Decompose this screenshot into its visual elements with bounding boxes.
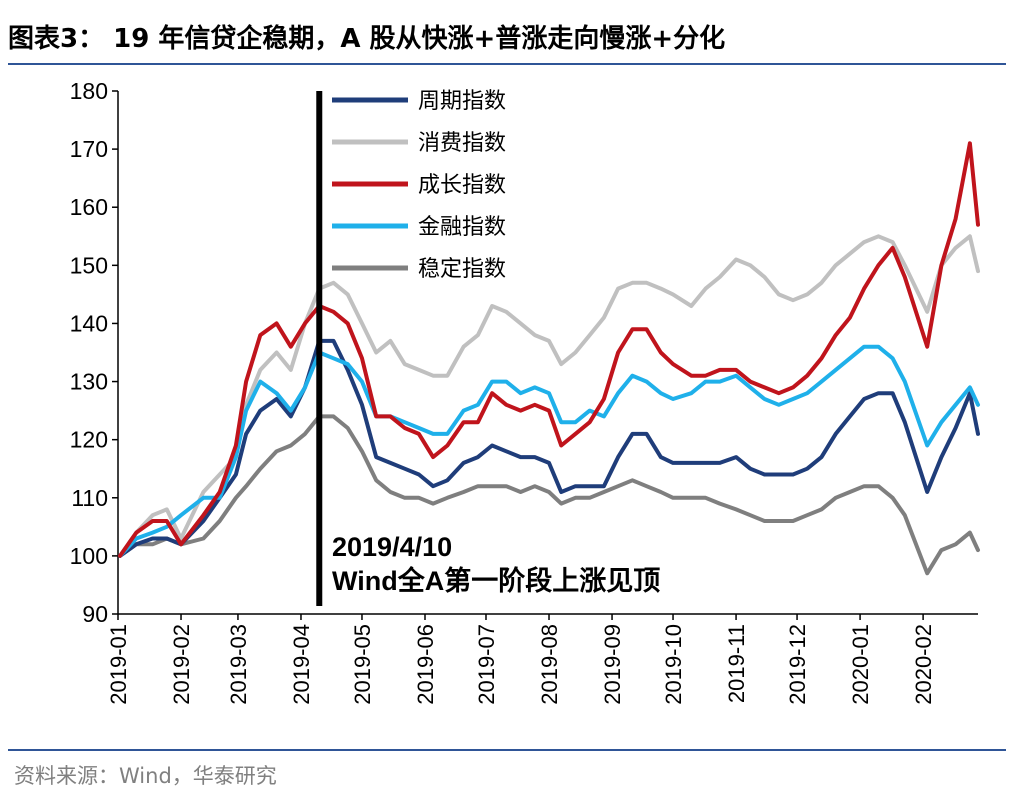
- legend-label-cyclical: 周期指数: [418, 89, 506, 114]
- source-note: 资料来源：Wind，华泰研究: [14, 764, 277, 788]
- legend-label-growth: 成长指数: [418, 173, 506, 198]
- annotation-date: 2019/4/10: [332, 532, 452, 562]
- line-chart: 90 100 110 120 130 140 150 160 170 180 2019-01 2019…: [70, 78, 980, 705]
- x-tick-label: 2019-10: [661, 624, 686, 705]
- series-line-financial: [118, 344, 980, 558]
- x-tick-label: 2019-12: [785, 624, 810, 705]
- x-tick-label: 2020-01: [848, 624, 873, 705]
- series-line-stable: [118, 414, 980, 576]
- x-tick-label: 2019-07: [474, 624, 499, 705]
- x-tick-label: 2019-03: [226, 624, 251, 705]
- y-tick-label: 100: [70, 543, 108, 569]
- y-tick-label: 110: [71, 485, 108, 511]
- chart-title: 图表3： 19 年信贷企稳期，A 股从快涨+普涨走向慢涨+分化: [8, 24, 726, 54]
- x-tick-label: 2019-09: [600, 624, 625, 705]
- y-tick-label: 180: [70, 78, 108, 104]
- x-tick-label: 2019-02: [169, 624, 194, 705]
- x-tick-label: 2019-06: [413, 624, 438, 705]
- x-tick-label: 2019-04: [289, 624, 314, 705]
- series-layer: [118, 141, 980, 576]
- legend-label-financial: 金融指数: [418, 215, 506, 240]
- series-line-consumer: [118, 234, 980, 558]
- bottom-divider: [8, 749, 1006, 751]
- y-tick-label: 130: [70, 369, 108, 395]
- legend-label-consumer: 消费指数: [418, 131, 506, 156]
- legend-label-stable: 稳定指数: [418, 257, 506, 282]
- y-tick-label: 120: [70, 427, 108, 453]
- y-tick-label: 160: [70, 194, 108, 220]
- series-line-cyclical: [118, 338, 980, 558]
- y-tick-label: 140: [70, 310, 108, 336]
- top-divider: [8, 63, 1006, 65]
- x-tick-label: 2019-08: [537, 624, 562, 705]
- x-tick-label: 2019-11: [724, 624, 749, 703]
- y-tick-label: 170: [70, 136, 108, 162]
- series-line-growth: [118, 141, 980, 558]
- annotation-text: Wind全A第一阶段上涨见顶: [332, 565, 660, 596]
- axes: 90 100 110 120 130 140 150 160 170 180 2019-01 2019…: [70, 78, 978, 705]
- y-tick-label: 150: [70, 252, 108, 278]
- x-tick-label: 2019-01: [106, 624, 131, 705]
- x-tick-label: 2020-02: [911, 624, 936, 705]
- x-tick-label: 2019-05: [350, 624, 375, 705]
- y-tick-label: 90: [82, 601, 108, 627]
